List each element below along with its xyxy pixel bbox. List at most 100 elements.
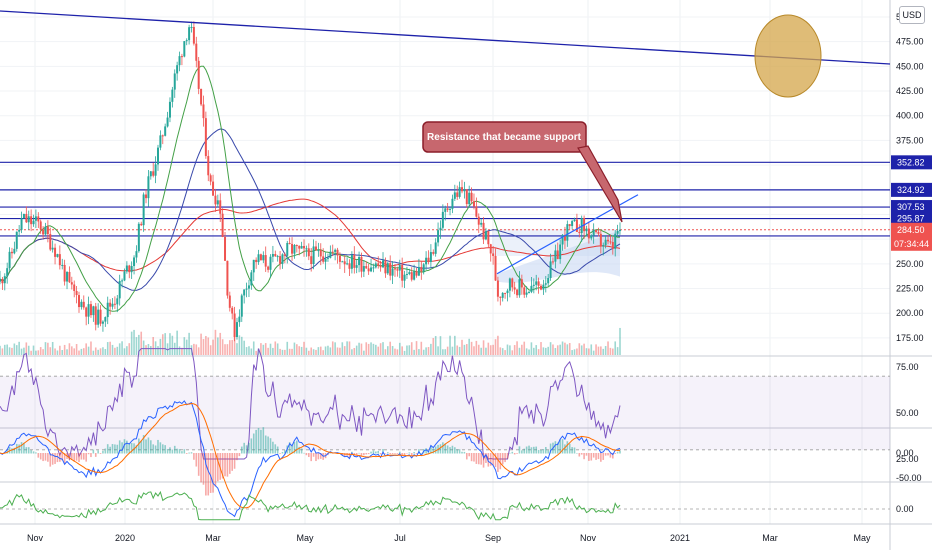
candle-body bbox=[530, 285, 533, 292]
candle-body bbox=[77, 295, 80, 308]
macd-hist-bar bbox=[106, 444, 109, 454]
highlight-circle[interactable] bbox=[754, 14, 822, 98]
volume-bar bbox=[87, 346, 90, 355]
candle-body bbox=[164, 126, 167, 136]
volume-bar bbox=[315, 349, 317, 355]
macd-hist-bar bbox=[384, 453, 387, 454]
candle-body bbox=[116, 298, 119, 305]
volume-bar bbox=[583, 343, 585, 355]
price-axis[interactable]: 175.00200.00225.00250.00275.00300.00325.… bbox=[896, 12, 924, 514]
candle-body bbox=[484, 231, 487, 240]
volume-bar bbox=[319, 346, 322, 355]
volume-bar bbox=[437, 346, 439, 355]
candle-body bbox=[137, 223, 140, 252]
volume-bar bbox=[465, 344, 468, 355]
volume-bar bbox=[152, 337, 155, 355]
volume-bar bbox=[446, 346, 449, 355]
date-tick-label: Mar bbox=[762, 533, 778, 543]
macd-hist-bar bbox=[303, 452, 305, 454]
volume-bar bbox=[267, 347, 269, 355]
annotation-callout[interactable]: Resistance that became support bbox=[422, 121, 623, 223]
candle-body bbox=[190, 26, 193, 28]
macd-hist-bar bbox=[578, 453, 581, 457]
rsi-tick-label: 50.00 bbox=[896, 408, 919, 418]
macd-hist-bar bbox=[370, 451, 372, 454]
volume-bar bbox=[415, 341, 418, 355]
candle-body bbox=[449, 208, 452, 210]
price-tick-label: 175.00 bbox=[896, 333, 924, 343]
macd-hist-bar bbox=[475, 453, 478, 464]
candle-body bbox=[216, 200, 219, 205]
volume-bar bbox=[312, 349, 315, 355]
candle-body bbox=[80, 301, 83, 308]
macd-pane bbox=[0, 400, 621, 518]
candle-body bbox=[611, 241, 614, 249]
candle-body bbox=[101, 321, 104, 324]
macd-hist-bar bbox=[549, 443, 552, 454]
macd-hist-bar bbox=[451, 445, 454, 454]
candles bbox=[0, 21, 621, 342]
candle-body bbox=[480, 222, 483, 225]
macd-hist-bar bbox=[358, 452, 360, 454]
macd-hist-bar bbox=[145, 439, 147, 454]
macd-hist-bar bbox=[214, 453, 217, 487]
candle-body bbox=[152, 171, 155, 176]
candle-body bbox=[238, 316, 241, 323]
currency-label[interactable]: USD bbox=[899, 6, 925, 24]
candle-body bbox=[15, 231, 18, 249]
volume-bar bbox=[202, 339, 205, 355]
volume-bar bbox=[68, 343, 71, 355]
macd-hist-bar bbox=[221, 453, 224, 479]
candle-body bbox=[6, 268, 9, 277]
candle-body bbox=[61, 264, 64, 266]
volume-bar bbox=[195, 344, 198, 355]
candle-body bbox=[3, 276, 6, 284]
long-trendline[interactable] bbox=[0, 10, 891, 65]
volume-bar bbox=[142, 340, 145, 355]
date-tick-label: Nov bbox=[27, 533, 44, 543]
level-tag-label: 324.92 bbox=[897, 185, 925, 195]
candle-body bbox=[85, 307, 88, 317]
candle-body bbox=[597, 231, 600, 234]
candle-body bbox=[111, 303, 114, 307]
candle-body bbox=[563, 234, 566, 241]
volume-bar bbox=[568, 343, 571, 355]
macd-hist-bar bbox=[183, 449, 186, 454]
volume-bar bbox=[375, 344, 377, 355]
macd-tick-label: 0.00 bbox=[896, 448, 914, 458]
candle-body bbox=[298, 245, 301, 249]
candle-body bbox=[63, 264, 66, 282]
candle-body bbox=[279, 256, 282, 264]
candle-body bbox=[257, 254, 260, 263]
volume-bar bbox=[161, 334, 164, 355]
macd-hist-bar bbox=[104, 448, 107, 454]
macd-hist-bar bbox=[509, 452, 511, 454]
volume-bar bbox=[525, 348, 528, 355]
volume-bar bbox=[240, 336, 243, 355]
macd-hist-bar bbox=[240, 446, 243, 454]
callout-box[interactable] bbox=[422, 121, 587, 153]
candle-body bbox=[125, 265, 128, 272]
macd-hist-bar bbox=[463, 451, 466, 454]
volume-bar bbox=[430, 343, 432, 355]
volume-bar bbox=[327, 345, 329, 355]
candle-body bbox=[49, 234, 52, 250]
candle-body bbox=[568, 224, 571, 227]
macd-hist-bar bbox=[444, 443, 447, 454]
drawings[interactable] bbox=[0, 10, 891, 275]
time-axis[interactable]: Nov 2020 Mar May Jul Sep Nov 2021 Mar May bbox=[27, 533, 871, 543]
candle-body bbox=[173, 73, 176, 90]
volume-bar bbox=[205, 335, 207, 355]
macd-hist-bar bbox=[205, 453, 207, 496]
candle-body bbox=[319, 250, 322, 257]
macd-hist-bar bbox=[360, 453, 363, 457]
macd-hist-bar bbox=[288, 442, 291, 454]
candle-body bbox=[602, 245, 605, 247]
macd-hist-bar bbox=[279, 453, 281, 454]
resistance-levels[interactable] bbox=[0, 161, 890, 237]
macd-hist-bar bbox=[99, 453, 102, 454]
candle-body bbox=[444, 208, 447, 212]
volume-bar bbox=[94, 347, 97, 355]
volume-bar bbox=[82, 348, 85, 355]
